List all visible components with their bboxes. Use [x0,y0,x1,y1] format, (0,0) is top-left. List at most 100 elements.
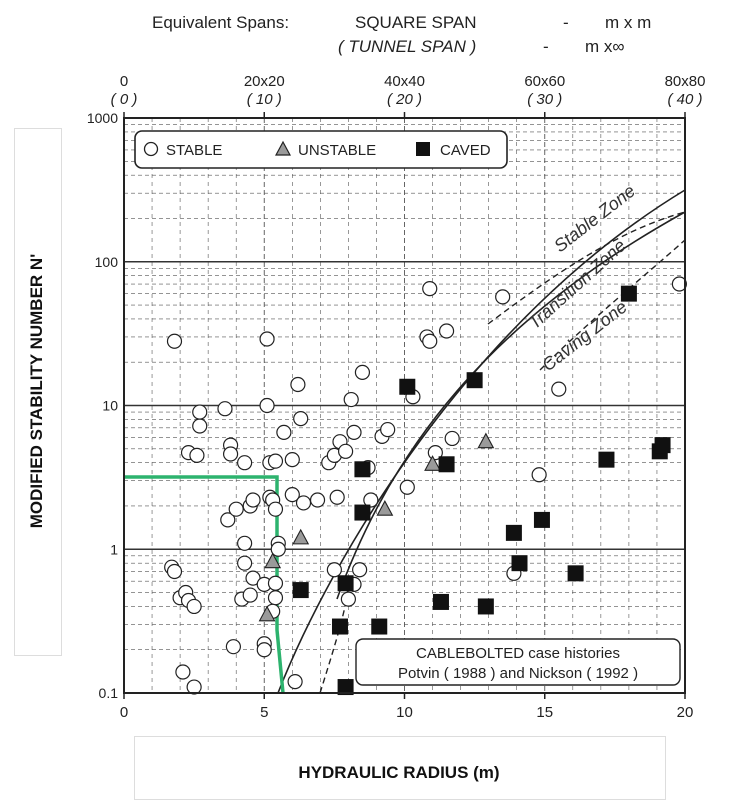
stable-point [438,323,455,339]
y-tick-label: 1000 [87,110,118,126]
y-tick-label: 1 [110,541,118,557]
caving-boundary-dashed-extension [319,589,349,694]
caved-point [354,461,371,478]
legend-unstable-label: UNSTABLE [298,142,376,159]
caved-point [466,372,483,389]
top-tick-square-label: 0 [120,73,128,90]
case-histories-annotation: CABLEBOLTED case histories Potvin ( 1988… [355,638,681,686]
x-tick-label: 5 [260,704,268,721]
stable-point [422,333,438,349]
caved-point [354,504,371,521]
stable-point [192,418,208,434]
y-tick-label: 100 [95,254,119,270]
caved-point [533,511,550,528]
x-tick-label: 0 [120,704,128,721]
stable-point [295,495,312,511]
caved-point [337,679,354,696]
stable-point [340,591,356,607]
stable-point [337,443,354,459]
lower-boundary-dashed-extension [539,239,686,371]
zone-label-stable: Stable Zone [550,181,639,257]
stability-graph: Equivalent Spans: SQUARE SPAN - m x m ( … [87,13,706,721]
unstable-point [376,500,394,516]
top-tick-tunnel-label: ( 20 ) [387,91,422,108]
caved-point [432,593,449,610]
top-tick-square-label: 20x20 [244,73,285,90]
top-tick-square-label: 40x40 [384,73,425,90]
caved-point [399,378,416,395]
unstable-point [292,528,310,545]
legend: STABLE UNSTABLE CAVED [134,130,508,169]
top-axis-title-prefix: Equivalent Spans: [152,13,289,32]
x-tick-label: 15 [536,704,553,721]
stable-point [284,452,300,468]
y-axis-label-box [14,128,62,656]
stable-point [237,555,253,571]
transition-caving-boundary-curve [336,211,686,600]
y-tick-label: 10 [102,398,118,414]
stable-point [166,563,183,580]
caved-point [620,285,637,302]
x-axis-label-box [134,736,666,800]
stable-point [551,381,567,397]
stable-point [175,664,191,680]
data-points [164,276,687,696]
stable-point [259,397,275,414]
stable-point [354,364,371,380]
stable-point [225,639,241,655]
caved-point [292,582,309,599]
stable-point [256,642,272,658]
top-axis-title-square-unit: m x m [605,13,651,32]
legend-unstable-marker [274,140,292,156]
stable-point [217,401,233,417]
annotation-box [355,638,681,686]
legend-box [134,130,508,169]
caved-point [477,598,494,615]
stable-point [399,479,415,495]
stable-point [293,411,309,427]
stable-point [228,501,244,517]
stable-point [222,446,239,462]
stable-point [346,424,362,440]
top-tick-tunnel-label: ( 0 ) [111,91,138,108]
caved-point [598,451,615,468]
stable-point [237,455,253,471]
top-tick-tunnel-label: ( 30 ) [527,91,562,108]
legend-caved-label: CAVED [440,142,491,159]
caved-point [331,618,348,635]
unstable-point [477,432,495,449]
stable-point [363,492,379,508]
stable-point [343,391,359,408]
stable-point [309,492,326,508]
top-axis-dash-2: - [543,37,549,56]
stable-point [166,333,183,349]
x-tick-label: 10 [396,704,413,721]
plot-frame [123,117,686,694]
stable-point [270,541,286,557]
stable-point [259,331,275,347]
stable-point [352,562,368,578]
caved-point [371,618,388,635]
top-axis-title-tunnel-unit: m x∞ [585,37,625,56]
stable-point [495,289,511,305]
stable-point [531,467,547,483]
top-tick-tunnel-label: ( 40 ) [667,91,702,108]
caved-point [567,565,584,582]
annotation-line-1: CABLEBOLTED case histories [416,645,620,662]
stable-point [267,501,284,517]
top-axis-dash-1: - [563,13,569,32]
caved-point [511,555,528,572]
stable-point [186,598,202,615]
stable-point [287,674,303,690]
caved-point [438,456,455,473]
stable-point [192,404,208,420]
caved-point [505,524,522,541]
top-axis-title-square: SQUARE SPAN [355,13,477,32]
stable-point [220,512,236,528]
stable-point [329,489,345,505]
stable-point [242,587,258,603]
stable-point [380,421,396,438]
stable-point [267,575,284,591]
x-axis-label: HYDRAULIC RADIUS (m) [298,763,500,782]
top-tick-square-label: 60x60 [524,73,565,90]
